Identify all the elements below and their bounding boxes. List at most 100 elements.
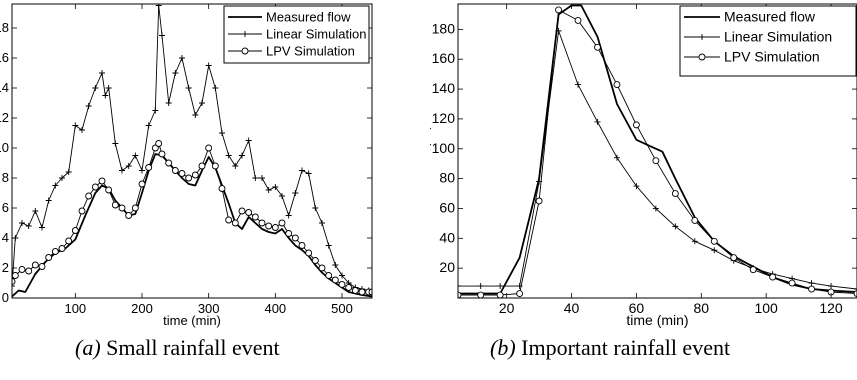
series-2-line	[12, 143, 372, 293]
series-1-point	[52, 182, 59, 189]
series-1-point	[613, 154, 620, 161]
series-1-point	[252, 175, 259, 181]
series-2-point	[85, 192, 93, 200]
legend-marker-1	[242, 31, 248, 37]
series-1-point	[179, 55, 185, 61]
series-1-point	[319, 220, 325, 226]
series-2-point	[25, 267, 33, 275]
caption-b-tag: (b)	[490, 335, 516, 360]
series-2-point	[632, 121, 640, 129]
series-1-point	[99, 70, 105, 76]
series-2-point	[138, 180, 146, 188]
legend-box	[223, 5, 370, 64]
series-2-point	[178, 170, 186, 177]
series-2-point	[185, 174, 193, 182]
series-2-point	[749, 266, 757, 274]
series-2	[458, 6, 857, 298]
series-2-point	[496, 291, 504, 298]
series-2-point	[65, 237, 73, 245]
series-1-point	[272, 184, 279, 190]
y-tick-label: 8	[2, 170, 9, 185]
series-2-point	[311, 257, 319, 264]
caption-a-text: Small rainfall event	[106, 335, 280, 360]
legend-marker-2	[698, 53, 706, 61]
series-1-point	[312, 205, 319, 211]
legend: Measured flow Linear Simulation LPV Simula…	[223, 5, 370, 64]
series-1-point	[516, 283, 523, 290]
x-tick-label: 300	[198, 301, 220, 316]
series-2-point	[535, 197, 543, 205]
series-2-point	[171, 167, 179, 174]
series-2-point	[671, 190, 679, 197]
series-1-point	[259, 175, 265, 181]
series-1-point	[79, 127, 85, 133]
y-tick-label: 140	[432, 80, 456, 96]
x-tick-label: 40	[564, 300, 580, 316]
series-1-point	[232, 163, 239, 169]
y-tick-label: 160	[432, 50, 456, 66]
series-2-point	[58, 245, 66, 252]
series-2-point	[231, 219, 239, 227]
series-1-point	[219, 130, 225, 136]
series-2-point	[71, 227, 79, 234]
y-tick-label: 60	[439, 199, 455, 215]
y-tick-label: 4	[2, 230, 9, 245]
series-1-point	[155, 4, 162, 9]
series-2-point	[165, 159, 173, 167]
y-tick-label: 100	[432, 140, 456, 156]
x-tick-label: 60	[629, 300, 645, 316]
series-1-point	[192, 112, 199, 118]
series-2-point	[298, 242, 306, 249]
series-2-point	[18, 266, 26, 273]
series-1-point	[65, 169, 72, 175]
series-2-point	[225, 216, 233, 224]
series-1-point	[497, 283, 504, 290]
series-1-point	[139, 167, 145, 174]
y-tick-label: 16	[0, 50, 9, 65]
series-2-point	[238, 207, 246, 215]
series-1-point	[477, 283, 484, 290]
series-1-point	[19, 220, 25, 226]
series-2-point	[265, 222, 273, 230]
series-1	[458, 27, 857, 293]
series-1-point	[652, 205, 659, 212]
caption-a-tag: (a)	[75, 335, 101, 360]
y-tick-label: 180	[432, 20, 456, 36]
series-2-point	[291, 234, 299, 242]
series-1	[12, 4, 372, 294]
series-1-point	[172, 70, 179, 76]
series-1-point	[808, 280, 815, 287]
series-2-point	[12, 278, 16, 285]
y-tick-label: 20	[439, 259, 455, 275]
series-0-line	[458, 4, 857, 295]
legend-marker-1	[699, 34, 705, 40]
series-1-point	[45, 197, 52, 204]
y-axis-label: flow (l/s)	[430, 125, 431, 177]
series-1-point	[575, 81, 582, 88]
series-2-point	[613, 81, 621, 89]
series-2-point	[338, 281, 346, 288]
series-1-point	[105, 85, 112, 91]
y-tick-label: 120	[432, 110, 456, 126]
series-2-point	[12, 272, 19, 279]
series-1-point	[279, 193, 285, 199]
series-1-point	[458, 283, 461, 290]
series-2-point	[151, 144, 159, 152]
series-1-point	[212, 85, 219, 91]
y-tick-label: 14	[0, 80, 9, 95]
series-1-point	[225, 152, 232, 159]
y-tick-label: 2	[2, 260, 9, 275]
chart-important-rainfall: 20 40 60 80 100 120 20 40 60 80 100 120 140 160 180 tim…	[430, 3, 857, 328]
series-2-point	[710, 237, 718, 245]
series-2-point	[730, 254, 738, 262]
caption-a: (a) Small rainfall event	[75, 335, 280, 361]
series-2-point	[258, 219, 266, 227]
series-1-point	[92, 85, 99, 91]
x-tick-label: 400	[264, 301, 286, 316]
series-1-point	[165, 100, 172, 106]
series-1-point	[85, 103, 92, 109]
legend-label-0: Measured flow	[724, 9, 816, 25]
series-1-point	[594, 118, 601, 125]
legend-label-1: Linear Simulation	[724, 29, 832, 45]
series-2-point	[458, 291, 462, 298]
